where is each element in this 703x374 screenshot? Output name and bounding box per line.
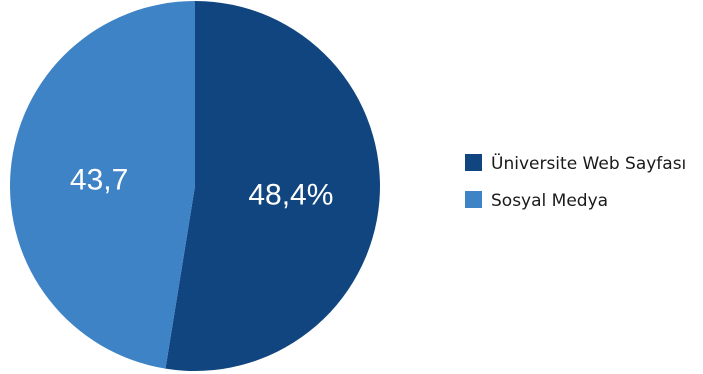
slice-label-0: 48,4% [248, 179, 333, 212]
slice-label-1: 43,7 [70, 163, 128, 196]
legend-label-1: Sosyal Medya [491, 191, 608, 211]
legend-swatch-1 [465, 191, 482, 208]
pie-slices [10, 1, 380, 371]
slice-labels: 48,4% 43,7 [70, 163, 334, 211]
pie-slice-1 [10, 1, 195, 369]
legend: Üniversite Web Sayfası Sosyal Medya [465, 152, 686, 211]
legend-label-0: Üniversite Web Sayfası [491, 152, 686, 174]
pie-slice-0 [165, 1, 380, 371]
legend-swatch-0 [465, 154, 482, 171]
